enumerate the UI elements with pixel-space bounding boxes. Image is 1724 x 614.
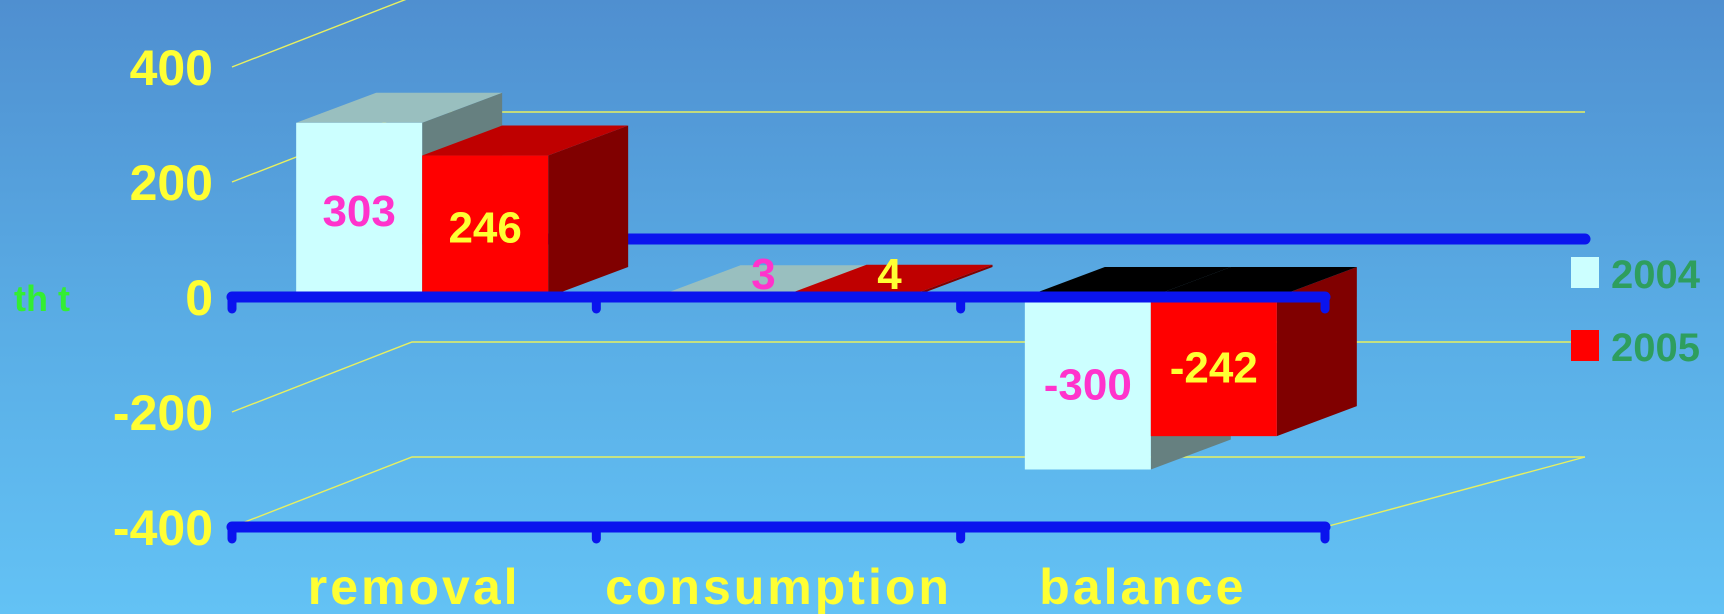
gridline [231,0,407,68]
y-tick-label: 0 [185,270,213,326]
bar-side [548,125,629,297]
legend-label: 2004 [1611,253,1701,297]
bar-front [1150,297,1277,437]
bar-top [1024,267,1231,297]
gridline [1324,456,1586,528]
data-label: 303 [322,187,395,236]
labels: 303 246 3 4 -300 -242 400 200 0 -200 -400 removal co… [14,40,1258,614]
gridline [231,341,1585,413]
bar-top [660,265,867,296]
bar-2005-balance [1150,267,1357,437]
bar-front [296,122,423,298]
bar-side [912,264,993,297]
y-tick-label: 200 [130,155,213,211]
data-label: -300 [1044,360,1132,409]
legend-swatch [1571,330,1599,361]
legend: 2004 2005 [1571,253,1701,370]
bar-top [1150,267,1357,297]
y-tick-label: -200 [113,385,213,441]
legend-label: 2005 [1611,326,1700,370]
bar-top [296,92,503,123]
bar-top [786,264,993,295]
bar-2005-removal [422,125,629,297]
bar-top [422,125,629,156]
data-label: 4 [877,250,902,299]
category-label: balance [1039,559,1246,614]
unit-label: th t [14,278,70,319]
bar-front [422,155,549,297]
gridline [231,456,1585,528]
bar-side [1276,267,1357,437]
y-tick-label: 400 [130,40,213,96]
data-label: 3 [751,250,775,299]
front-axis [226,291,1331,544]
bar-front [1024,297,1151,470]
bars [296,92,1357,470]
category-label: consumption [605,559,952,614]
category-label: removal [308,559,521,614]
data-label: -242 [1170,344,1258,393]
data-label: 246 [448,203,521,252]
y-tick-label: -400 [113,500,213,556]
legend-swatch [1571,257,1599,288]
